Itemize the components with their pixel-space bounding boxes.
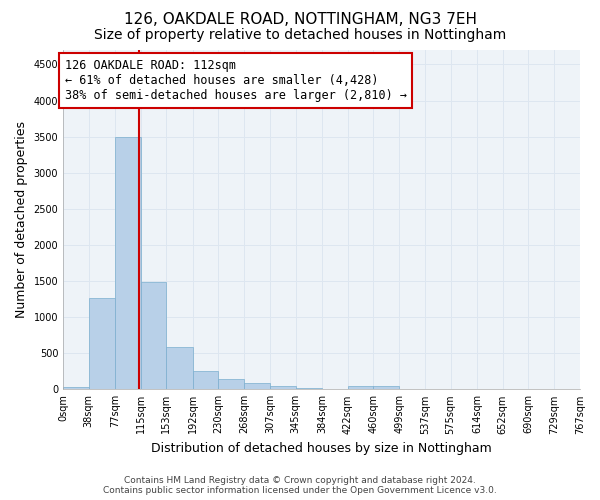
Bar [270, 386, 296, 390]
Bar [244, 383, 270, 390]
Bar [296, 388, 322, 390]
Y-axis label: Number of detached properties: Number of detached properties [15, 121, 28, 318]
Text: 126, OAKDALE ROAD, NOTTINGHAM, NG3 7EH: 126, OAKDALE ROAD, NOTTINGHAM, NG3 7EH [124, 12, 476, 28]
Bar [166, 348, 193, 390]
Bar [140, 282, 166, 390]
Bar [89, 298, 115, 390]
Text: Contains HM Land Registry data © Crown copyright and database right 2024.
Contai: Contains HM Land Registry data © Crown c… [103, 476, 497, 495]
X-axis label: Distribution of detached houses by size in Nottingham: Distribution of detached houses by size … [151, 442, 492, 455]
Bar [347, 386, 373, 390]
Bar [218, 379, 244, 390]
Text: Size of property relative to detached houses in Nottingham: Size of property relative to detached ho… [94, 28, 506, 42]
Text: 126 OAKDALE ROAD: 112sqm
← 61% of detached houses are smaller (4,428)
38% of sem: 126 OAKDALE ROAD: 112sqm ← 61% of detach… [65, 58, 407, 102]
Bar [63, 387, 89, 390]
Bar [193, 372, 218, 390]
Bar [373, 386, 400, 390]
Bar [115, 136, 140, 390]
